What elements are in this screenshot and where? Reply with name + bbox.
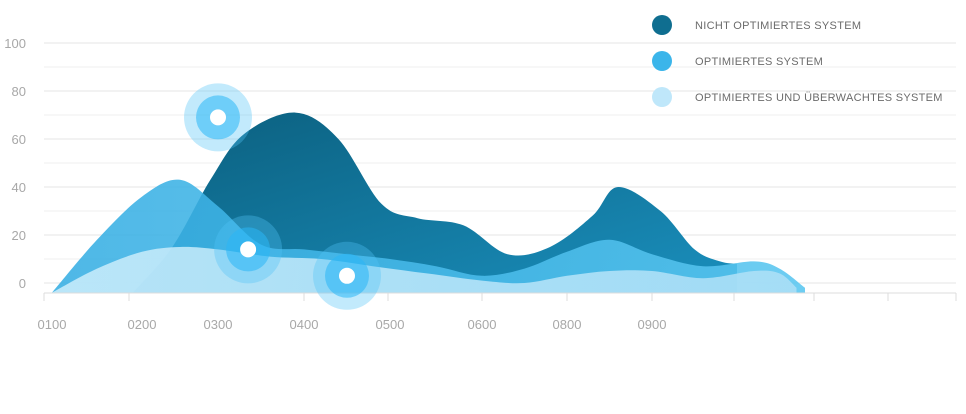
series-areas <box>52 112 805 293</box>
x-tick-label: 0800 <box>553 317 582 332</box>
y-tick-label: 60 <box>12 132 26 147</box>
x-axis: 0100 0200 0300 0400 0500 0600 0800 0900 <box>38 317 667 332</box>
x-axis-baseline <box>43 292 957 301</box>
x-tick-label: 0900 <box>638 317 667 332</box>
legend-label: OPTIMIERTES UND ÜBERWACHTES SYSTEM <box>695 92 943 104</box>
x-tick-label: 0100 <box>38 317 67 332</box>
data-markers <box>184 83 381 310</box>
legend-item[interactable]: NICHT OPTIMIERTES SYSTEM <box>652 15 861 35</box>
y-tick-label: 80 <box>12 84 26 99</box>
legend-item[interactable]: OPTIMIERTES UND ÜBERWACHTES SYSTEM <box>652 87 943 107</box>
y-tick-label: 100 <box>4 36 26 51</box>
legend-item[interactable]: OPTIMIERTES SYSTEM <box>652 51 823 71</box>
legend-swatch <box>652 87 672 107</box>
y-tick-label: 40 <box>12 180 26 195</box>
x-tick-label: 0600 <box>468 317 497 332</box>
legend: NICHT OPTIMIERTES SYSTEM OPTIMIERTES SYST… <box>652 15 943 107</box>
x-tick-label: 0500 <box>376 317 405 332</box>
y-axis: 0 20 40 60 80 100 <box>4 36 26 291</box>
marker-dot <box>240 241 257 258</box>
marker-dot <box>210 109 226 126</box>
y-tick-label: 0 <box>19 276 26 291</box>
legend-swatch <box>652 51 672 71</box>
legend-swatch <box>652 15 672 35</box>
highlight-marker[interactable] <box>214 215 283 284</box>
y-tick-label: 20 <box>12 228 26 243</box>
highlight-marker[interactable] <box>184 83 252 152</box>
x-tick-label: 0200 <box>128 317 157 332</box>
marker-dot <box>339 267 355 284</box>
legend-label: OPTIMIERTES SYSTEM <box>695 56 823 68</box>
x-tick-label: 0300 <box>204 317 233 332</box>
legend-label: NICHT OPTIMIERTES SYSTEM <box>695 20 861 32</box>
highlight-marker[interactable] <box>313 241 381 310</box>
x-tick-label: 0400 <box>290 317 319 332</box>
